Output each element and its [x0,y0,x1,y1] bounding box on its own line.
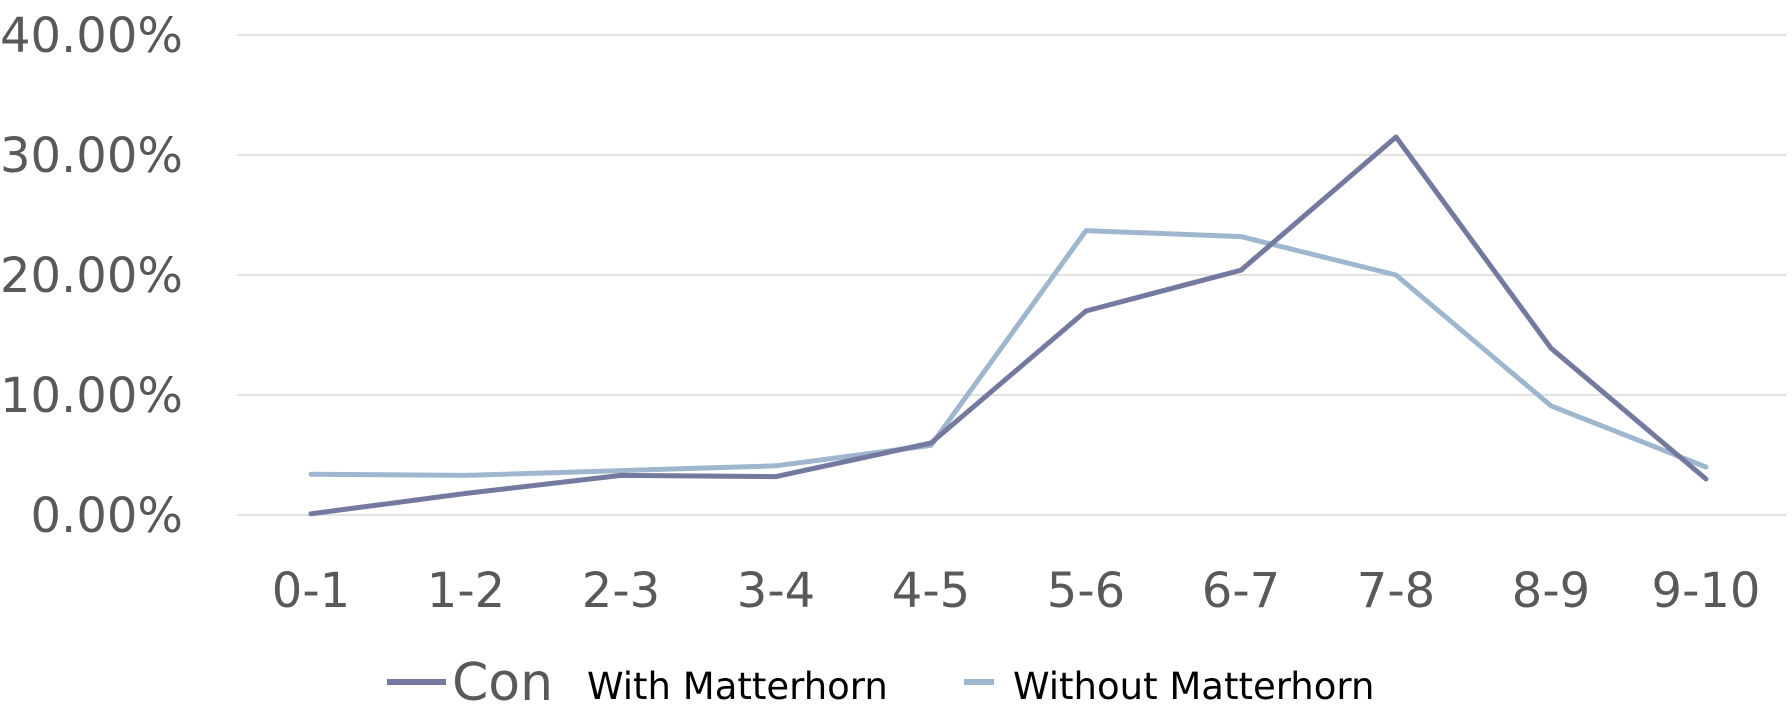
series-line-without-matterhorn [308,228,1709,478]
legend-label-without-matterhorn: Without Matterhorn [1013,665,1374,705]
y-tick-label: 30.00% [0,128,183,184]
x-tick-label: 5-6 [1047,563,1125,619]
legend-fragment-label: Con [452,653,553,705]
gridlines [237,34,1786,516]
y-tick-label: 10.00% [0,368,183,424]
x-axis-tick-labels: 0-1 1-2 2-3 3-4 4-5 5-6 6-7 7-8 8-9 9-10 [272,563,1761,619]
y-axis-tick-labels: 0.00% 10.00% 20.00% 30.00% 40.00% [0,8,183,544]
x-tick-label: 9-10 [1652,563,1761,619]
y-tick-label: 40.00% [0,8,183,64]
x-tick-label: 3-4 [737,563,815,619]
x-tick-label: 7-8 [1357,563,1435,619]
series-line-with-matterhorn [308,134,1709,517]
legend: Con With Matterhorn Without Matterhorn [387,653,1374,705]
x-tick-label: 4-5 [892,563,970,619]
x-tick-label: 8-9 [1512,563,1590,619]
series-lines [308,134,1709,517]
y-tick-label: 0.00% [31,488,183,544]
legend-label-with-matterhorn: With Matterhorn [587,665,888,705]
x-tick-label: 1-2 [427,563,505,619]
x-tick-label: 6-7 [1202,563,1280,619]
x-tick-label: 0-1 [272,563,350,619]
y-tick-label: 20.00% [0,248,183,304]
x-tick-label: 2-3 [582,563,660,619]
